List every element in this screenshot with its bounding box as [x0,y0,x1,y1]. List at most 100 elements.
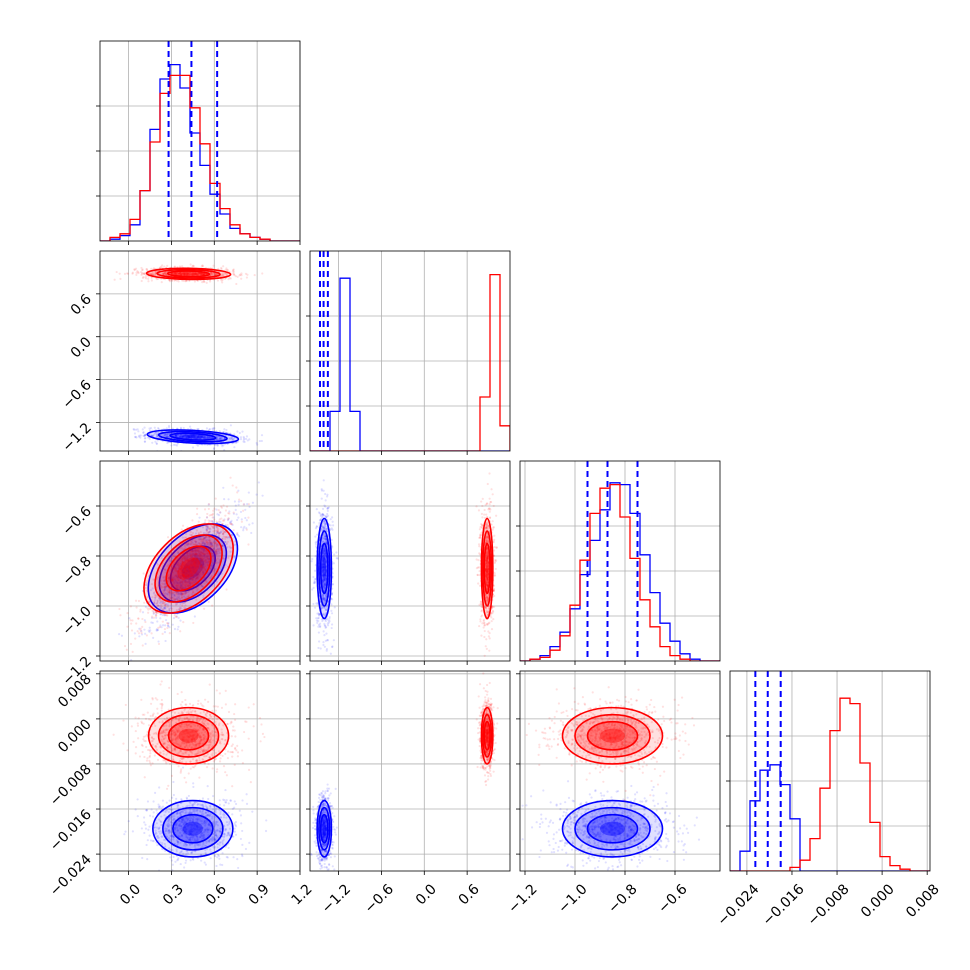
density-contour [157,430,228,443]
scatter-point [186,568,189,571]
scatter-point [197,428,200,431]
scatter-point [191,567,195,570]
scatter-point [222,531,225,535]
scatter-point [131,664,133,666]
scatter-point [190,435,194,438]
scatter-point [161,586,164,589]
scatter-point [192,568,195,571]
scatter-point [144,632,147,635]
scatter-point [315,525,318,528]
scatter-point [163,594,166,598]
scatter-point [186,559,189,562]
scatter-point [229,424,232,427]
scatter-point [178,265,182,268]
scatter-point [236,531,239,535]
scatter-point [192,563,196,566]
scatter-point [208,559,211,563]
scatter-point [167,573,170,576]
scatter-point [150,273,154,276]
scatter-point [213,507,216,510]
scatter-point [237,535,241,538]
scatter-point [176,571,179,574]
scatter-point [203,273,206,276]
scatter-point [194,577,198,580]
scatter-point [183,272,186,275]
scatter-point [243,503,246,506]
scatter-point [175,272,178,275]
scatter-point [275,447,277,449]
scatter-point [187,271,190,275]
scatter-point [192,557,195,560]
scatter-point [154,598,157,601]
scatter-point [202,566,205,570]
density-contour [166,270,211,278]
scatter-point [200,559,203,563]
scatter-point [322,559,325,562]
scatter-point [188,579,191,582]
scatter-point [191,558,194,561]
scatter-point [187,566,190,569]
scatter-point [190,436,193,440]
scatter-point [230,523,233,526]
scatter-point [227,519,230,522]
scatter-point [235,282,238,286]
scatter-point [204,558,207,562]
scatter-point [158,593,162,596]
density-contour [156,268,221,279]
scatter-point [177,625,180,628]
scatter-point [189,550,193,553]
scatter-point [202,591,206,594]
scatter-point [194,273,197,276]
scatter-point [183,569,187,572]
scatter-point [188,435,191,439]
scatter-point [191,436,194,440]
scatter-point [206,531,210,535]
scatter-point [211,513,214,516]
scatter-point [181,585,184,588]
scatter-point [177,592,180,595]
scatter-point [195,556,198,559]
scatter-point [181,564,184,567]
scatter-point [167,434,170,437]
density-fill [177,557,200,580]
scatter-point [186,434,189,438]
scatter-point [181,592,184,596]
scatter-point [181,585,184,589]
scatter-point [211,516,214,519]
scatter-point [198,272,201,276]
scatter-point [187,595,190,599]
scatter-point [152,612,155,615]
scatter-panel-0-1 [100,263,264,451]
scatter-point [242,509,245,512]
scatter-point [200,567,203,570]
scatter-point [188,435,191,438]
scatter-point [244,508,247,511]
scatter-point [200,538,203,541]
scatter-point [181,435,184,438]
scatter-point [210,543,213,546]
scatter-point [200,437,203,440]
density-contour [146,429,240,445]
scatter-point [198,436,201,440]
scatter-point [232,438,235,441]
scatter-point [331,623,334,626]
scatter-point [177,576,180,579]
scatter-point [195,571,198,574]
scatter-point [183,567,186,571]
scatter-point [165,427,168,430]
scatter-point [179,581,182,584]
scatter-point [147,280,150,283]
scatter-point [170,604,173,607]
scatter-point [198,434,201,437]
scatter-point [169,589,172,592]
scatter-point [223,498,226,501]
scatter-point [191,583,195,586]
scatter-point [232,438,235,441]
scatter-point [192,553,195,556]
scatter-point [209,547,212,551]
scatter-point [172,591,176,594]
scatter-point [212,525,216,528]
scatter-point [144,605,147,609]
scatter-point [209,271,212,275]
scatter-point [164,607,167,610]
